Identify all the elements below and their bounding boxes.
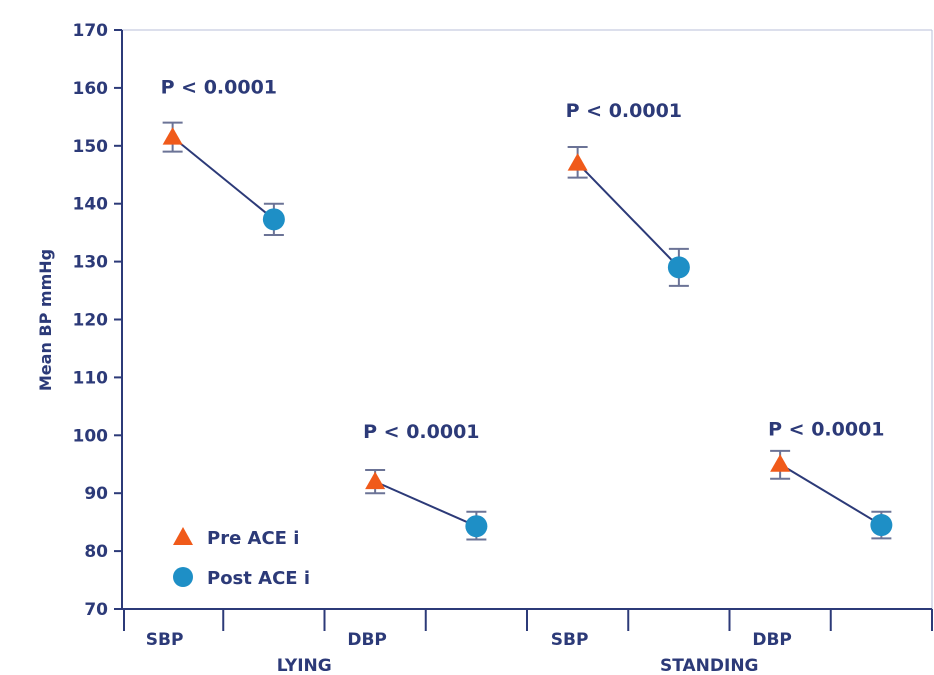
p-value-label: P < 0.0001 <box>768 418 884 440</box>
connector-line <box>576 162 680 269</box>
y-tick-label: 150 <box>73 137 109 157</box>
x-category-label: DBP <box>752 630 792 650</box>
y-axis: 70 80 90 100 110 120 130 140 150 160 170 <box>73 21 122 620</box>
connector-line <box>171 136 275 221</box>
x-group-label: STANDING <box>660 656 759 675</box>
post-ace-point <box>465 515 488 538</box>
x-category-label: SBP <box>551 630 589 650</box>
p-value-label: P < 0.0001 <box>363 421 479 443</box>
legend-post-marker <box>173 567 193 587</box>
pre-ace-point <box>567 153 588 171</box>
plot-frame <box>121 29 933 610</box>
post-ace-point <box>870 514 893 537</box>
y-tick-label: 170 <box>73 21 109 41</box>
post-ace-point <box>262 208 285 231</box>
p-value-label: P < 0.0001 <box>566 100 682 122</box>
y-tick-label: 130 <box>73 253 109 273</box>
y-tick-label: 90 <box>84 484 108 504</box>
y-tick-label: 160 <box>73 79 109 99</box>
data-marks <box>162 121 893 541</box>
connector-line <box>779 463 882 526</box>
p-value-label: P < 0.0001 <box>161 77 277 99</box>
connector-line <box>374 480 477 528</box>
y-tick-label: 100 <box>73 426 109 446</box>
pre-ace-point <box>770 454 791 472</box>
y-tick-label: 70 <box>84 600 108 620</box>
x-group-label: LYING <box>277 656 332 675</box>
post-ace-point <box>667 256 690 279</box>
pre-ace-point <box>162 127 183 145</box>
legend: Pre ACE i Post ACE i <box>173 527 310 589</box>
x-category-label: SBP <box>146 630 184 650</box>
legend-pre-marker <box>173 527 193 545</box>
pre-ace-point <box>365 471 386 490</box>
y-tick-label: 140 <box>73 195 109 215</box>
y-tick-label: 80 <box>84 542 108 562</box>
legend-pre-label: Pre ACE i <box>207 528 299 549</box>
p-value-annotations: P < 0.0001 P < 0.0001 P < 0.0001 P < 0.0001 <box>161 77 885 444</box>
x-axis: SBP DBP SBP DBP LYING STANDING <box>123 609 933 675</box>
y-tick-label: 120 <box>73 311 109 331</box>
legend-post-label: Post ACE i <box>207 568 310 589</box>
y-axis-label: Mean BP mmHg <box>36 249 55 391</box>
y-tick-label: 110 <box>73 368 109 388</box>
x-category-label: DBP <box>347 630 387 650</box>
